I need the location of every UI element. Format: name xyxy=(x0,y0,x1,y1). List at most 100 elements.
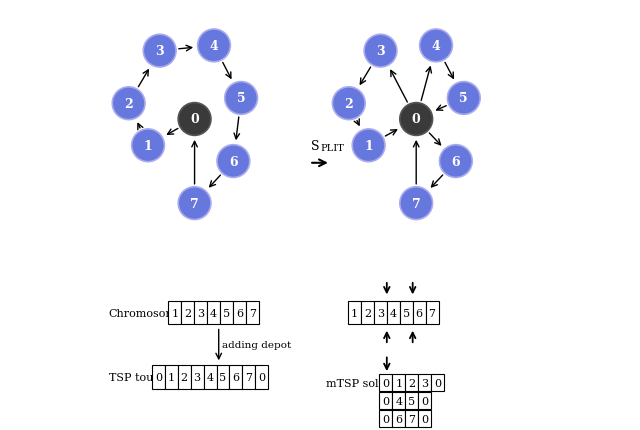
Text: 0: 0 xyxy=(382,414,390,424)
Bar xyxy=(400,301,413,325)
Text: 6: 6 xyxy=(415,308,422,318)
Circle shape xyxy=(132,129,164,162)
Text: 0: 0 xyxy=(382,396,390,406)
Text: 7: 7 xyxy=(429,308,436,318)
Text: 2: 2 xyxy=(124,98,133,111)
Bar xyxy=(230,366,243,389)
Bar xyxy=(220,301,233,325)
Bar xyxy=(431,374,444,391)
Bar xyxy=(380,374,392,391)
Text: 6: 6 xyxy=(229,155,237,168)
Circle shape xyxy=(440,145,472,178)
Text: 4: 4 xyxy=(390,308,397,318)
Bar xyxy=(204,366,216,389)
Text: 6: 6 xyxy=(236,308,243,318)
Text: 7: 7 xyxy=(245,372,252,382)
Text: 3: 3 xyxy=(194,372,201,382)
Text: 3: 3 xyxy=(156,45,164,58)
Bar xyxy=(380,410,392,427)
Bar xyxy=(207,301,220,325)
Circle shape xyxy=(143,35,176,68)
Bar xyxy=(255,366,268,389)
Bar xyxy=(392,374,405,391)
Circle shape xyxy=(178,187,211,220)
Text: 1: 1 xyxy=(143,139,152,152)
Bar xyxy=(387,301,400,325)
Bar xyxy=(246,301,259,325)
Text: 3: 3 xyxy=(377,308,384,318)
Text: 6: 6 xyxy=(452,155,460,168)
Text: 6: 6 xyxy=(396,414,403,424)
Bar xyxy=(361,301,374,325)
Bar xyxy=(194,301,207,325)
Bar xyxy=(348,301,361,325)
Text: 0: 0 xyxy=(421,414,428,424)
Text: 6: 6 xyxy=(232,372,239,382)
Bar xyxy=(216,366,230,389)
Text: 1: 1 xyxy=(351,308,358,318)
Bar xyxy=(181,301,194,325)
Text: 2: 2 xyxy=(408,378,415,388)
Circle shape xyxy=(198,30,230,63)
Circle shape xyxy=(364,35,397,68)
Circle shape xyxy=(225,83,257,115)
Text: 2: 2 xyxy=(184,308,191,318)
Text: 1: 1 xyxy=(364,139,373,152)
Text: 4: 4 xyxy=(431,40,440,53)
Bar xyxy=(426,301,438,325)
Bar xyxy=(392,392,405,409)
Circle shape xyxy=(400,187,433,220)
Bar xyxy=(165,366,178,389)
Text: mTSP solution: mTSP solution xyxy=(326,378,408,389)
Text: TSP tour: TSP tour xyxy=(109,372,159,382)
Text: 5: 5 xyxy=(403,308,410,318)
Text: 2: 2 xyxy=(180,372,188,382)
Text: 4: 4 xyxy=(210,308,217,318)
Text: 7: 7 xyxy=(249,308,256,318)
Text: PLIT: PLIT xyxy=(320,144,344,153)
Text: 0: 0 xyxy=(190,113,199,126)
Text: Chromosome: Chromosome xyxy=(109,308,183,318)
Bar xyxy=(419,410,431,427)
Text: 2: 2 xyxy=(344,98,353,111)
Text: 0: 0 xyxy=(259,372,266,382)
Bar xyxy=(405,410,419,427)
Text: 4: 4 xyxy=(209,40,218,53)
Circle shape xyxy=(420,30,452,63)
Text: 0: 0 xyxy=(412,113,420,126)
Text: 7: 7 xyxy=(412,197,420,210)
Text: 0: 0 xyxy=(434,378,441,388)
Bar xyxy=(152,366,165,389)
Circle shape xyxy=(217,145,250,178)
Text: 0: 0 xyxy=(421,396,428,406)
Bar xyxy=(405,392,419,409)
Bar xyxy=(413,301,426,325)
Text: 5: 5 xyxy=(220,372,227,382)
Bar xyxy=(392,410,405,427)
Text: 5: 5 xyxy=(408,396,415,406)
Text: 3: 3 xyxy=(421,378,428,388)
Text: 7: 7 xyxy=(190,197,199,210)
Text: 7: 7 xyxy=(408,414,415,424)
Text: 5: 5 xyxy=(237,92,245,105)
Text: 0: 0 xyxy=(382,378,390,388)
Text: 3: 3 xyxy=(376,45,385,58)
Text: 2: 2 xyxy=(364,308,371,318)
Text: adding depot: adding depot xyxy=(222,341,291,350)
Bar xyxy=(178,366,191,389)
Text: S: S xyxy=(312,140,320,153)
Circle shape xyxy=(400,103,433,136)
Text: 5: 5 xyxy=(460,92,468,105)
Bar xyxy=(419,392,431,409)
Text: 1: 1 xyxy=(171,308,179,318)
Bar xyxy=(419,374,431,391)
Text: 4: 4 xyxy=(396,396,403,406)
Text: 1: 1 xyxy=(396,378,403,388)
Bar xyxy=(380,392,392,409)
Circle shape xyxy=(447,83,480,115)
Text: 1: 1 xyxy=(168,372,175,382)
Circle shape xyxy=(112,88,145,120)
Text: 3: 3 xyxy=(197,308,204,318)
Bar xyxy=(191,366,204,389)
Text: 0: 0 xyxy=(155,372,162,382)
